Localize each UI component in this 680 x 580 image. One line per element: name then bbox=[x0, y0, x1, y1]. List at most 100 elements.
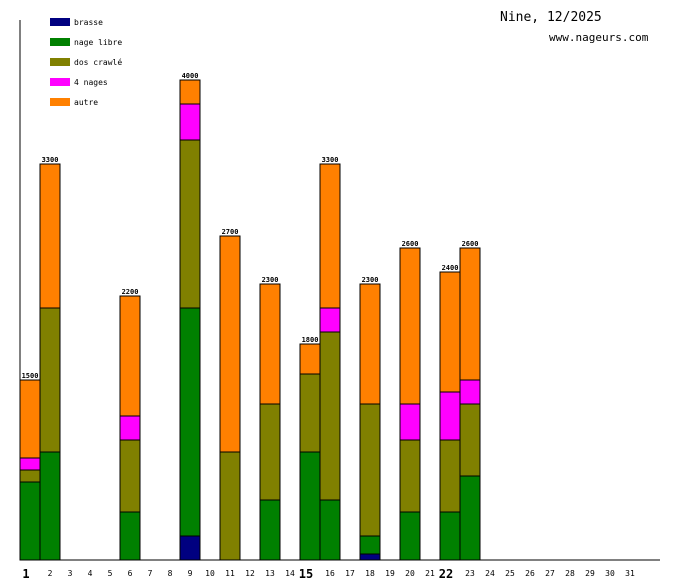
x-tick-label-26: 26 bbox=[525, 569, 535, 578]
legend-label: nage libre bbox=[74, 38, 122, 47]
total-label-day-16: 3300 bbox=[322, 156, 339, 164]
total-label-day-6: 2200 bbox=[122, 288, 139, 296]
bar-segment-day-6-series-4 bbox=[119, 415, 141, 441]
bar-segment-day-13-series-3 bbox=[259, 403, 281, 501]
x-tick-label-29: 29 bbox=[585, 569, 595, 578]
legend-label: autre bbox=[74, 98, 98, 107]
legend-label: brasse bbox=[74, 18, 103, 27]
x-tick-label-25: 25 bbox=[505, 569, 515, 578]
x-tick-label-10: 10 bbox=[205, 569, 215, 578]
bar-segment-day-22-series-3 bbox=[439, 439, 461, 513]
x-tick-label-17: 17 bbox=[345, 569, 355, 578]
bar-segment-day-15-series-3 bbox=[299, 373, 321, 453]
bar-segment-day-23-series-2 bbox=[459, 475, 481, 561]
bar-segment-day-16-series-5 bbox=[319, 163, 341, 309]
legend-swatch-4 bbox=[50, 78, 70, 86]
x-tick-label-14: 14 bbox=[285, 569, 295, 578]
total-label-day-9: 4000 bbox=[182, 72, 199, 80]
bar-segment-day-16-series-3 bbox=[319, 331, 341, 501]
legend-label: 4 nages bbox=[74, 78, 108, 87]
bar-segment-day-2-series-3 bbox=[39, 307, 61, 453]
total-label-day-23: 2600 bbox=[462, 240, 479, 248]
x-tick-label-22: 22 bbox=[439, 567, 453, 580]
legend-swatch-2 bbox=[50, 38, 70, 46]
bar-segment-day-6-series-5 bbox=[119, 295, 141, 417]
bar-segment-day-20-series-4 bbox=[399, 403, 421, 441]
bar-segment-day-9-series-2 bbox=[179, 307, 201, 537]
x-tick-label-3: 3 bbox=[68, 569, 73, 578]
bar-segment-day-18-series-5 bbox=[359, 283, 381, 405]
bar-segment-day-18-series-2 bbox=[359, 535, 381, 555]
x-tick-label-7: 7 bbox=[148, 569, 153, 578]
bar-segment-day-9-series-5 bbox=[179, 79, 201, 105]
x-tick-label-24: 24 bbox=[485, 569, 495, 578]
x-tick-label-4: 4 bbox=[88, 569, 93, 578]
bar-segment-day-18-series-3 bbox=[359, 403, 381, 537]
x-tick-label-12: 12 bbox=[245, 569, 255, 578]
bar-segment-day-1-series-4 bbox=[19, 457, 41, 471]
bar-segment-day-2-series-5 bbox=[39, 163, 61, 309]
x-tick-label-19: 19 bbox=[385, 569, 395, 578]
total-label-day-22: 2400 bbox=[442, 264, 459, 272]
bar-segment-day-23-series-4 bbox=[459, 379, 481, 405]
bar-segment-day-1-series-5 bbox=[19, 379, 41, 459]
x-tick-label-15: 15 bbox=[299, 567, 313, 580]
x-tick-label-20: 20 bbox=[405, 569, 415, 578]
x-tick-label-30: 30 bbox=[605, 569, 615, 578]
bar-segment-day-22-series-2 bbox=[439, 511, 461, 561]
legend-swatch-5 bbox=[50, 98, 70, 106]
bar-segment-day-23-series-5 bbox=[459, 247, 481, 381]
x-tick-label-6: 6 bbox=[128, 569, 133, 578]
bar-segment-day-22-series-5 bbox=[439, 271, 461, 393]
bar-segment-day-9-series-4 bbox=[179, 103, 201, 141]
total-labels: 1500 3300 2200 4000 2700 2300 1800 3300 2300 2600… bbox=[22, 72, 479, 380]
bar-segment-day-20-series-3 bbox=[399, 439, 421, 513]
total-label-day-1: 1500 bbox=[22, 372, 39, 380]
bar-segment-day-2-series-2 bbox=[39, 451, 61, 561]
total-label-day-2: 3300 bbox=[42, 156, 59, 164]
legend-swatch-3 bbox=[50, 58, 70, 66]
bar-segment-day-11-series-3 bbox=[219, 451, 241, 561]
legend-label: dos crawlé bbox=[74, 57, 122, 67]
bar-segment-day-18-series-1 bbox=[359, 553, 381, 561]
bar-segment-day-11-series-5 bbox=[219, 235, 241, 453]
x-tick-label-5: 5 bbox=[108, 569, 113, 578]
x-tick-labels: 1 2 3 4 5 6 7 8 9 10 11 12 13 14 15 16 17 18 19 20 21 22 23 24 2… bbox=[22, 567, 635, 580]
legend-swatch-1 bbox=[50, 18, 70, 26]
bar-segment-day-22-series-4 bbox=[439, 391, 461, 441]
x-tick-label-13: 13 bbox=[265, 569, 275, 578]
x-tick-label-9: 9 bbox=[188, 569, 193, 578]
chart-title: Nine, 12/2025 bbox=[500, 10, 602, 25]
x-tick-label-28: 28 bbox=[565, 569, 575, 578]
bar-segment-day-1-series-3 bbox=[19, 469, 41, 483]
axes bbox=[19, 20, 660, 561]
x-tick-label-2: 2 bbox=[48, 569, 53, 578]
x-tick-label-23: 23 bbox=[465, 569, 475, 578]
total-label-day-18: 2300 bbox=[362, 276, 379, 284]
bar-segment-day-13-series-5 bbox=[259, 283, 281, 405]
total-label-day-20: 2600 bbox=[402, 240, 419, 248]
bar-segment-day-16-series-2 bbox=[319, 499, 341, 561]
total-label-day-15: 1800 bbox=[302, 336, 319, 344]
legend: brasse nage libre dos crawlé 4 nages autre bbox=[50, 18, 122, 107]
x-tick-label-27: 27 bbox=[545, 569, 555, 578]
bar-segment-day-20-series-5 bbox=[399, 247, 421, 405]
bars bbox=[19, 79, 481, 561]
x-tick-label-11: 11 bbox=[225, 569, 235, 578]
bar-segment-day-20-series-2 bbox=[399, 511, 421, 561]
total-label-day-13: 2300 bbox=[262, 276, 279, 284]
bar-segment-day-15-series-5 bbox=[299, 343, 321, 375]
x-tick-label-16: 16 bbox=[325, 569, 335, 578]
bar-segment-day-23-series-3 bbox=[459, 403, 481, 477]
bar-segment-day-13-series-2 bbox=[259, 499, 281, 561]
total-label-day-11: 2700 bbox=[222, 228, 239, 236]
bar-segment-day-9-series-1 bbox=[179, 535, 201, 561]
bar-segment-day-9-series-3 bbox=[179, 139, 201, 309]
bar-segment-day-1-series-2 bbox=[19, 481, 41, 561]
bar-segment-day-16-series-4 bbox=[319, 307, 341, 333]
site-url: www.nageurs.com bbox=[549, 31, 649, 44]
x-tick-label-1: 1 bbox=[22, 567, 29, 580]
x-tick-label-18: 18 bbox=[365, 569, 375, 578]
bar-segment-day-6-series-3 bbox=[119, 439, 141, 513]
